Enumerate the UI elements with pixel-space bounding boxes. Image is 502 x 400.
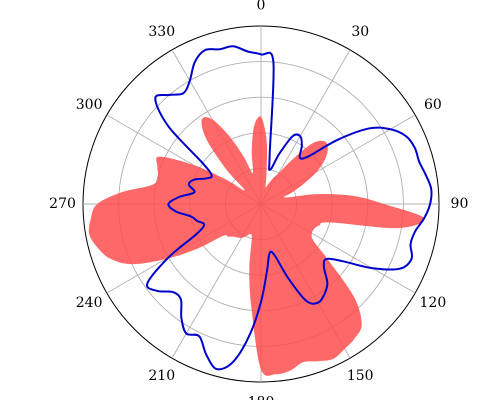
- series-0-area: [88, 116, 425, 376]
- series-layer: [88, 45, 433, 376]
- angle-tick-label-120: 120: [420, 295, 447, 311]
- angle-tick-label-240: 240: [76, 295, 103, 311]
- angle-tick-label-300: 300: [76, 97, 103, 113]
- angle-tick-label-0: 0: [257, 0, 266, 14]
- angle-tick-label-180: 180: [248, 394, 275, 400]
- angle-tick-label-210: 210: [148, 368, 175, 384]
- angle-tick-labels: 0 30 60 90 120 150 180 210 240 270 300 330: [49, 0, 468, 400]
- angle-tick-label-90: 90: [451, 196, 469, 212]
- angle-tick-label-270: 270: [49, 196, 76, 212]
- angle-tick-label-30: 30: [351, 24, 369, 40]
- angle-tick-label-330: 330: [148, 24, 175, 40]
- angle-tick-label-150: 150: [347, 368, 374, 384]
- series-1-line: [146, 45, 433, 371]
- angle-tick-label-60: 60: [424, 97, 442, 113]
